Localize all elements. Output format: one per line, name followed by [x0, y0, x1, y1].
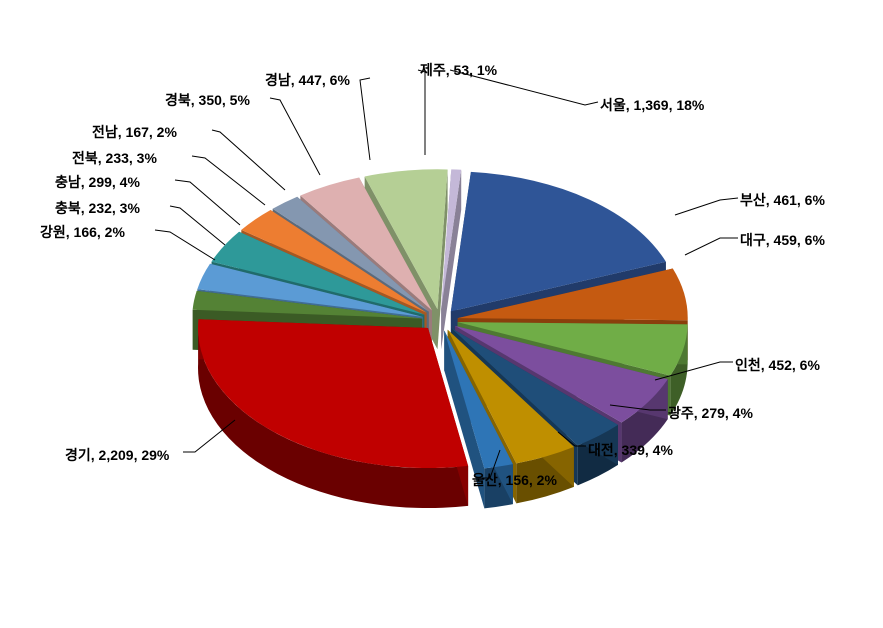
slice-label-제주: 제주, 53, 1% — [420, 60, 497, 80]
slice-label-서울: 서울, 1,369, 18% — [600, 95, 704, 115]
slice-label-부산: 부산, 461, 6% — [740, 190, 825, 210]
slice-label-강원: 강원, 166, 2% — [40, 222, 125, 242]
slice-label-인천: 인천, 452, 6% — [735, 355, 820, 375]
slice-label-경남: 경남, 447, 6% — [265, 70, 350, 90]
slice-label-충남: 충남, 299, 4% — [55, 172, 140, 192]
slice-label-충북: 충북, 232, 3% — [55, 198, 140, 218]
slice-label-전북: 전북, 233, 3% — [72, 148, 157, 168]
slice-label-경기: 경기, 2,209, 29% — [65, 445, 169, 465]
slice-label-울산: 울산, 156, 2% — [472, 470, 557, 490]
slice-label-경북: 경북, 350, 5% — [165, 90, 250, 110]
slice-label-대전: 대전, 339, 4% — [588, 440, 673, 460]
slice-label-전남: 전남, 167, 2% — [92, 122, 177, 142]
pie-chart-canvas — [0, 0, 883, 628]
slice-label-광주: 광주, 279, 4% — [668, 403, 753, 423]
slice-label-대구: 대구, 459, 6% — [740, 230, 825, 250]
